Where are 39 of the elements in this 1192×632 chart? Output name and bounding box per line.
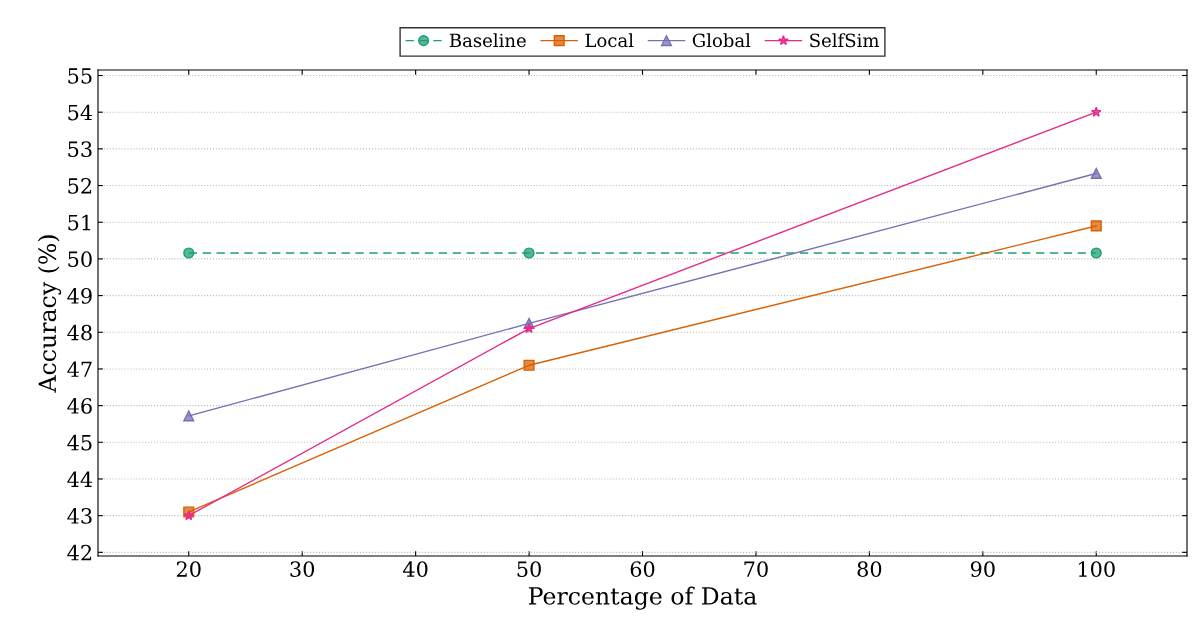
y-tick-label: 55 [68, 68, 92, 84]
legend-label: Global [692, 33, 751, 48]
point [523, 323, 535, 334]
y-tick-label: 42 [67, 544, 92, 561]
y-tick-label: 51 [68, 214, 91, 231]
y-axis-title: Accuracy (%) [37, 235, 62, 393]
x-tick-label: 100 [1078, 561, 1115, 577]
point [183, 510, 195, 521]
legend-label: Local [585, 33, 634, 48]
y-tick-label: 50 [68, 251, 92, 268]
y-tick-label: 52 [68, 177, 92, 194]
x-axis-title: Percentage of Data [528, 586, 757, 610]
x-tick-label: 30 [290, 561, 315, 577]
point [1090, 106, 1102, 117]
x-tick-label: 20 [176, 561, 201, 577]
legend-label: Baseline [449, 33, 526, 48]
point [523, 359, 535, 371]
y-tick-label: 46 [67, 398, 92, 414]
y-tick-label: 48 [67, 324, 92, 341]
y-tick-label: 54 [68, 104, 93, 121]
legend-label: SelfSim [810, 33, 879, 48]
y-tick-label: 45 [67, 434, 92, 451]
point [1090, 167, 1102, 179]
point [1090, 247, 1102, 259]
y-tick-label: 44 [67, 471, 93, 487]
y-tick-label: 53 [68, 141, 92, 158]
x-tick-label: 90 [970, 561, 995, 577]
y-tick-label: 49 [67, 288, 92, 304]
x-tick-label: 60 [630, 561, 655, 577]
x-tick-label: 50 [517, 561, 541, 577]
y-tick-label: 43 [67, 508, 92, 524]
point [1090, 220, 1102, 232]
x-tick-label: 80 [857, 561, 882, 577]
x-tick-label: 40 [403, 561, 428, 577]
x-tick-label: 70 [744, 561, 768, 577]
point [523, 247, 535, 259]
point [183, 247, 195, 259]
point [183, 410, 195, 422]
y-tick-label: 47 [67, 361, 92, 377]
